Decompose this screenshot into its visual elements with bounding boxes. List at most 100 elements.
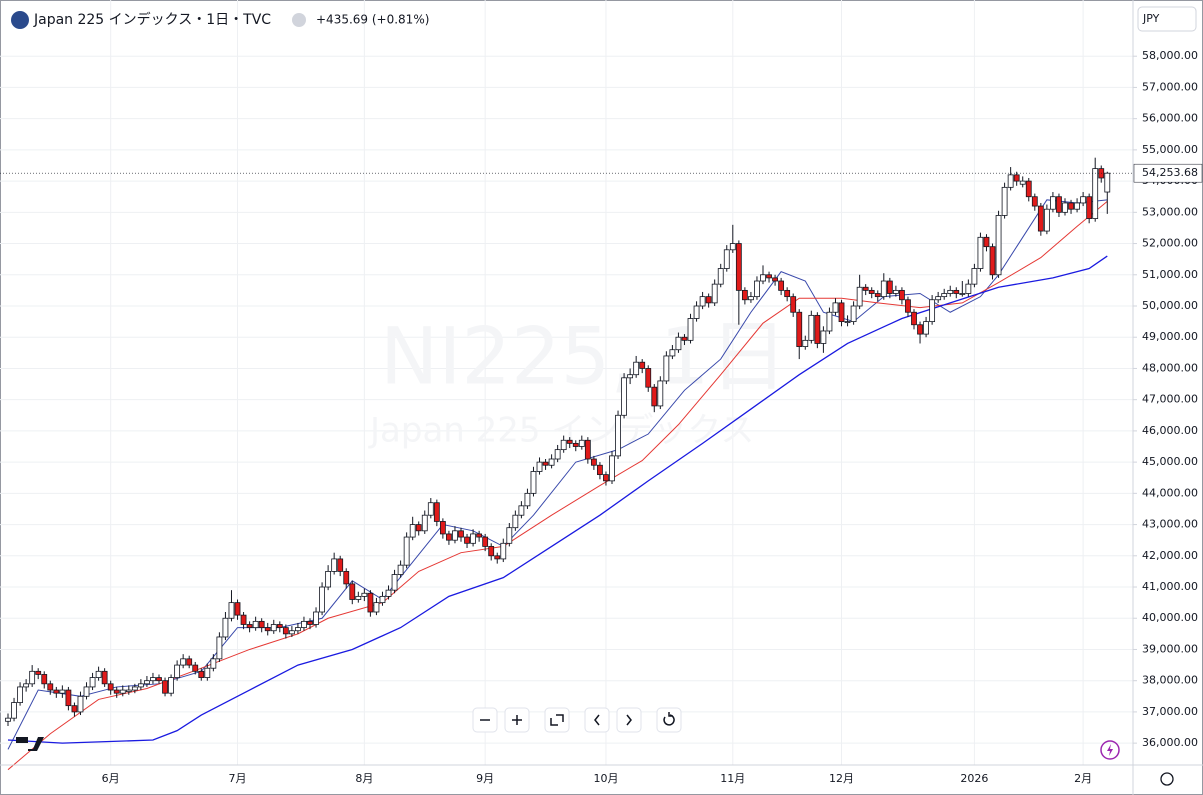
y-tick-label: 55,000.00 bbox=[1142, 143, 1198, 156]
settings-button[interactable] bbox=[1160, 772, 1174, 786]
y-tick-label: 40,000.00 bbox=[1142, 611, 1198, 624]
candle-body bbox=[415, 524, 422, 532]
candle-body bbox=[439, 521, 446, 535]
x-tick-label: 11月 bbox=[720, 772, 745, 785]
candle-body bbox=[331, 558, 338, 572]
candle-body bbox=[216, 636, 223, 660]
status-dot bbox=[292, 13, 306, 27]
candle-body bbox=[458, 530, 464, 538]
candle-body bbox=[892, 289, 899, 294]
candle-body bbox=[150, 677, 156, 682]
candle-body bbox=[1019, 180, 1026, 185]
y-tick-label: 50,000.00 bbox=[1142, 299, 1198, 312]
currency-button[interactable] bbox=[1137, 6, 1197, 32]
candle-body bbox=[119, 689, 126, 694]
candle-body bbox=[1037, 205, 1044, 232]
candle-body bbox=[723, 249, 730, 269]
candle-body bbox=[252, 620, 259, 629]
candle-body bbox=[482, 536, 489, 547]
candle-body bbox=[470, 533, 476, 544]
candle-body bbox=[560, 439, 567, 451]
candle-body bbox=[361, 592, 368, 597]
candle-body bbox=[162, 680, 168, 694]
y-tick-label: 38,000.00 bbox=[1142, 674, 1198, 687]
candle-body bbox=[276, 624, 283, 629]
candle-body bbox=[784, 289, 791, 298]
candle-body bbox=[204, 667, 211, 678]
candle-body bbox=[222, 617, 229, 638]
candle-body bbox=[856, 286, 863, 307]
grid bbox=[0, 0, 1133, 765]
candle-body bbox=[669, 349, 676, 357]
candle-body bbox=[953, 289, 960, 294]
candle-body bbox=[1104, 172, 1111, 193]
candle-body bbox=[959, 293, 966, 295]
fit-icon bbox=[550, 714, 564, 726]
candle-body bbox=[772, 277, 778, 282]
candle-body bbox=[862, 286, 869, 291]
candle-body bbox=[693, 305, 700, 319]
candle-body bbox=[1080, 196, 1087, 204]
candle-body bbox=[657, 380, 664, 407]
candle-body bbox=[874, 293, 881, 298]
candle-body bbox=[645, 368, 652, 388]
scroll-right[interactable] bbox=[616, 707, 642, 733]
candle-body bbox=[1074, 202, 1080, 210]
fit[interactable] bbox=[544, 707, 570, 733]
candle-body bbox=[180, 658, 187, 666]
candle-body bbox=[403, 536, 410, 566]
candle-body bbox=[313, 611, 319, 625]
candle-body bbox=[530, 471, 537, 494]
candle-body bbox=[295, 627, 301, 632]
candle-body bbox=[1025, 180, 1032, 198]
candle-body bbox=[597, 464, 603, 476]
candle-body bbox=[820, 330, 827, 344]
candle-body bbox=[1056, 196, 1062, 213]
candle-body bbox=[210, 658, 217, 669]
candle-body bbox=[711, 283, 718, 304]
candle-body bbox=[1013, 174, 1020, 182]
candle-body bbox=[476, 533, 483, 538]
moving-average bbox=[7, 201, 1108, 771]
candle-body bbox=[729, 243, 736, 251]
candle-body bbox=[651, 386, 658, 407]
candle-body bbox=[168, 677, 174, 694]
flash-button[interactable] bbox=[1100, 740, 1120, 760]
candle-body bbox=[1007, 174, 1014, 188]
candle-body bbox=[1050, 196, 1056, 210]
x-tick-label: 7月 bbox=[229, 772, 247, 785]
candle-body bbox=[941, 293, 948, 298]
candle-body bbox=[971, 268, 978, 285]
y-tick-label: 45,000.00 bbox=[1142, 455, 1198, 468]
candle-body bbox=[584, 439, 591, 460]
candle-body bbox=[899, 289, 905, 301]
candle-body bbox=[554, 449, 561, 460]
currency[interactable]: JPY bbox=[1142, 12, 1160, 25]
y-tick-label: 51,000.00 bbox=[1142, 268, 1198, 281]
candle-body bbox=[542, 461, 549, 466]
candle-body bbox=[433, 502, 440, 522]
candle-body bbox=[790, 296, 797, 313]
candle-body bbox=[838, 302, 845, 323]
reset-icon bbox=[663, 712, 675, 726]
candle-body bbox=[288, 630, 295, 635]
candle-body bbox=[409, 524, 416, 538]
candle-body bbox=[917, 324, 923, 335]
reset[interactable] bbox=[656, 707, 682, 733]
last-price-box bbox=[1133, 163, 1203, 183]
candle-body bbox=[421, 514, 428, 532]
candle-body bbox=[518, 505, 525, 516]
candle-body bbox=[23, 683, 30, 688]
candle-body bbox=[301, 620, 307, 629]
candle-body bbox=[391, 574, 398, 591]
candle-body bbox=[1031, 196, 1038, 207]
candle-body bbox=[627, 374, 634, 379]
candle-body bbox=[367, 592, 374, 613]
candle-body bbox=[880, 280, 887, 298]
candle-body bbox=[307, 620, 313, 625]
y-tick-label: 57,000.00 bbox=[1142, 80, 1198, 93]
candle-body bbox=[385, 589, 392, 597]
y-tick-label: 52,000.00 bbox=[1142, 237, 1198, 250]
scroll-left[interactable] bbox=[584, 707, 610, 733]
candle-body bbox=[427, 502, 434, 516]
